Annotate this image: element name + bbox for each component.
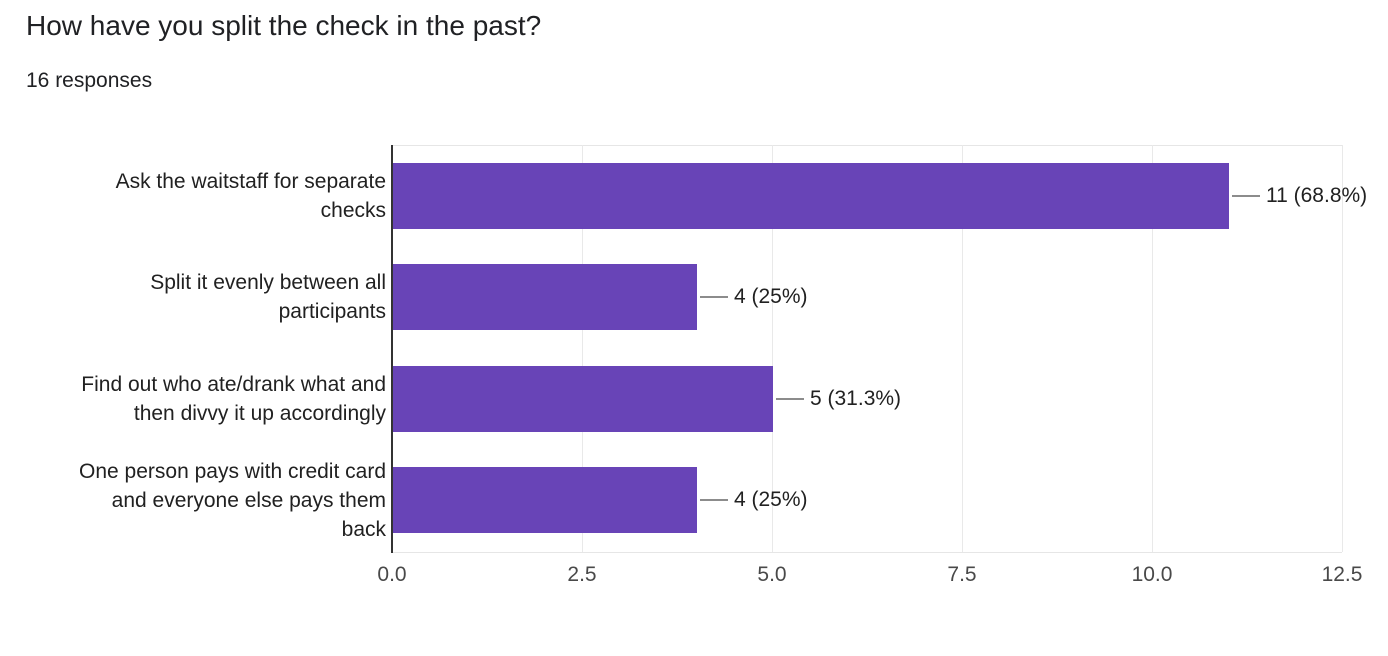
bar[interactable] — [393, 264, 697, 331]
category-label: Split it evenly between all participants — [150, 271, 386, 324]
x-tick-label: 5.0 — [757, 563, 787, 586]
gridline — [1152, 145, 1153, 552]
x-tick-label: 12.5 — [1321, 563, 1363, 586]
value-label: 5 (31.3%) — [810, 386, 902, 410]
chart-title: How have you split the check in the past… — [26, 10, 542, 41]
bar-row: One person pays with credit card and eve… — [0, 450, 1388, 552]
gridline — [1342, 145, 1343, 552]
value-label: 4 (25%) — [734, 285, 808, 309]
plot-top-border — [392, 145, 1342, 146]
x-tick-label: 0.0 — [377, 563, 407, 586]
bar[interactable] — [393, 365, 773, 432]
value-label: 11 (68.8%) — [1266, 183, 1368, 207]
callout-line — [700, 499, 728, 502]
gridline — [772, 145, 773, 552]
bar-row: Split it evenly between all participants… — [0, 247, 1388, 349]
category-label: One person pays with credit card and eve… — [79, 459, 386, 541]
category-label: Find out who ate/drank what and then div… — [81, 372, 386, 425]
callout-line — [700, 296, 728, 299]
bar[interactable] — [393, 162, 1229, 229]
category-label: Ask the waitstaff for separate checks — [115, 169, 386, 222]
callout-line — [1232, 194, 1260, 197]
bar-row: Ask the waitstaff for separate checks 11… — [0, 145, 1388, 247]
gridline — [582, 145, 583, 552]
x-tick-label: 10.0 — [1131, 563, 1173, 586]
plot-bottom-border — [392, 552, 1342, 553]
callout-line — [776, 397, 804, 400]
y-axis-line — [391, 145, 393, 553]
value-label: 4 (25%) — [734, 488, 808, 512]
gridline — [962, 145, 963, 552]
x-tick-label: 2.5 — [567, 563, 597, 586]
x-tick-label: 7.5 — [947, 563, 977, 586]
bar-row: Find out who ate/drank what and then div… — [0, 348, 1388, 450]
bar[interactable] — [393, 467, 697, 534]
response-count: 16 responses — [26, 69, 153, 92]
